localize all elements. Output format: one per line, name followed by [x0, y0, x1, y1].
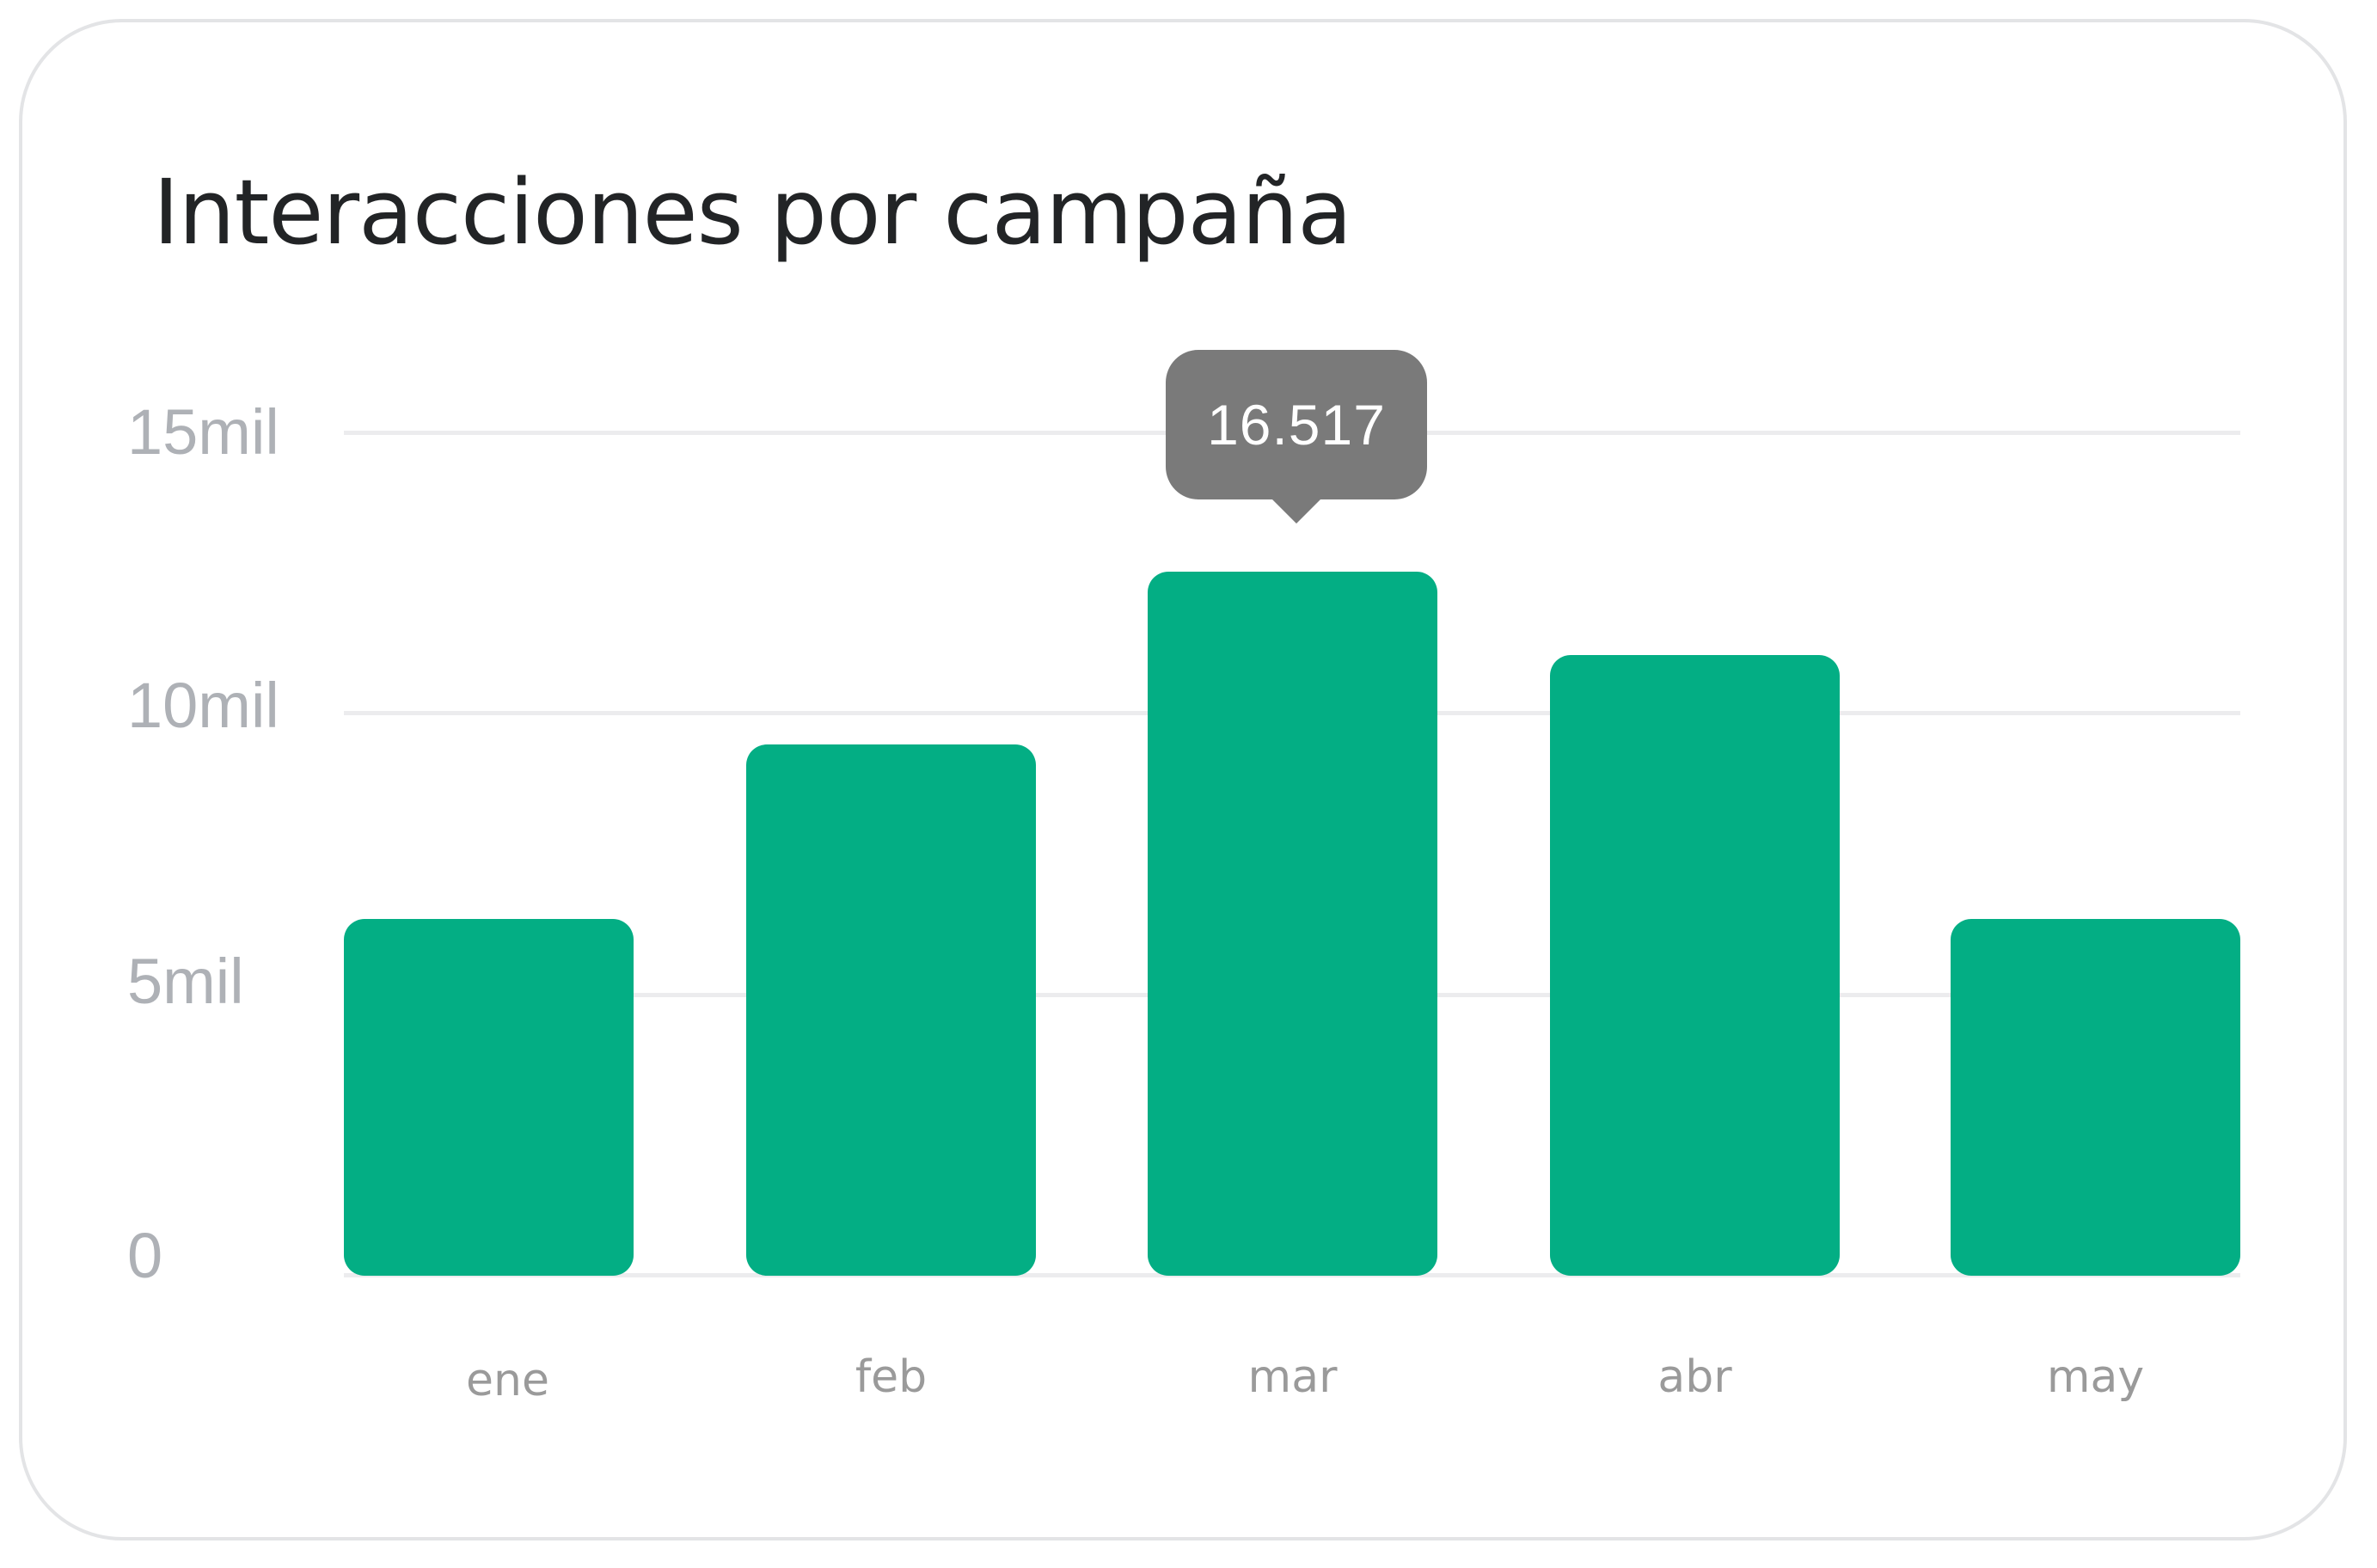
- x-axis-label-mar: mar: [1247, 1351, 1338, 1403]
- y-axis-label-10mil: 10mil: [127, 670, 279, 741]
- bar-mar[interactable]: [1148, 572, 1437, 1276]
- y-axis-label-0: 0: [127, 1220, 163, 1291]
- x-axis-label-abr: abr: [1657, 1351, 1732, 1403]
- y-axis-label-5mil: 5mil: [127, 946, 244, 1017]
- bar-abr[interactable]: [1550, 655, 1840, 1276]
- x-axis-label-feb: feb: [855, 1351, 928, 1403]
- tooltip-pointer-icon: [1271, 498, 1322, 524]
- value-tooltip: 16.517: [1166, 350, 1427, 499]
- y-axis-label-15mil: 15mil: [127, 396, 279, 468]
- bar-ene[interactable]: [344, 919, 634, 1276]
- chart-title: Interacciones por campaña: [153, 160, 1352, 265]
- bar-may[interactable]: [1951, 919, 2240, 1276]
- x-axis-label-may: may: [2046, 1351, 2145, 1403]
- x-axis-label-ene: ene: [466, 1355, 549, 1406]
- bar-feb[interactable]: [746, 744, 1036, 1276]
- tooltip-value: 16.517: [1207, 393, 1386, 456]
